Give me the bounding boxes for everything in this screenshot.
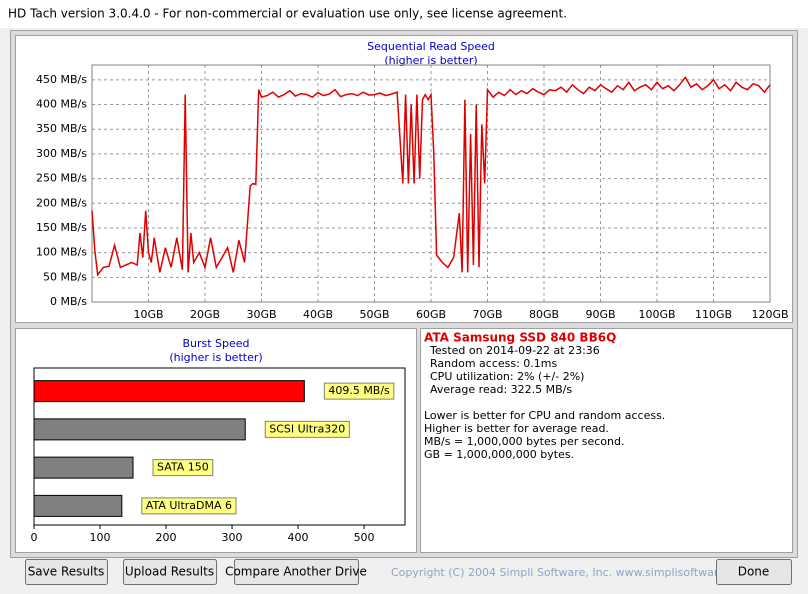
x-tick-label: 100 — [90, 531, 111, 544]
info-panel — [420, 328, 793, 553]
x-tick-label: 500 — [354, 531, 375, 544]
y-tick-label: 50 MB/s — [43, 270, 87, 283]
bar-label: SATA 150 — [157, 461, 209, 474]
bar-label: SCSI Ultra320 — [269, 422, 345, 435]
button-label[interactable]: Done — [738, 565, 770, 579]
y-tick-label: 300 MB/s — [36, 147, 87, 160]
x-tick-label: 80GB — [529, 308, 559, 321]
bar — [33, 494, 123, 517]
x-tick-label: 20GB — [190, 308, 220, 321]
bar — [33, 456, 134, 479]
y-tick-label: 450 MB/s — [36, 73, 87, 86]
chart-subtitle: (higher is better) — [384, 54, 477, 67]
bar-label: ATA UltraDMA 6 — [146, 499, 232, 512]
info-note: GB = 1,000,000,000 bytes. — [424, 448, 574, 461]
x-tick-label: 120GB — [751, 308, 788, 321]
info-detail: Random access: 0.1ms — [430, 357, 558, 370]
info-note: MB/s = 1,000,000 bytes per second. — [424, 435, 624, 448]
chart-title: Sequential Read Speed — [367, 40, 495, 53]
x-tick-label: 110GB — [695, 308, 732, 321]
button[interactable] — [123, 559, 217, 585]
y-tick-label: 100 MB/s — [36, 246, 87, 259]
button[interactable] — [25, 559, 108, 585]
button-label[interactable]: Save Results — [28, 565, 105, 579]
drive-name: ATA Samsung SSD 840 BB6Q — [424, 331, 616, 345]
bar — [33, 418, 246, 441]
y-tick-label: 0 MB/s — [50, 295, 87, 308]
bar-label-box — [323, 382, 395, 400]
x-tick-label: 70GB — [472, 308, 502, 321]
x-tick-label: 200 — [156, 531, 177, 544]
button-label[interactable]: Upload Results — [125, 565, 214, 579]
x-tick-label: 90GB — [585, 308, 615, 321]
title-bar — [0, 0, 808, 28]
window-title: HD Tach version 3.0.4.0 - For non-commer… — [8, 7, 567, 21]
x-tick-label: 10GB — [133, 308, 163, 321]
bar-label: 409.5 MB/s — [328, 384, 390, 397]
info-detail: Tested on 2014-09-22 at 23:36 — [429, 344, 600, 357]
bar-label-box — [152, 459, 214, 477]
x-tick-label: 400 — [288, 531, 309, 544]
speed-line — [91, 75, 771, 277]
chart-title: Burst Speed — [182, 337, 249, 350]
button[interactable] — [716, 559, 792, 585]
y-tick-label: 150 MB/s — [36, 221, 87, 234]
x-tick-label: 40GB — [303, 308, 333, 321]
info-note: Higher is better for average read. — [424, 422, 609, 435]
y-tick-label: 400 MB/s — [36, 98, 87, 111]
info-detail: Average read: 322.5 MB/s — [430, 383, 572, 396]
x-tick-label: 50GB — [359, 308, 389, 321]
y-tick-label: 200 MB/s — [36, 196, 87, 209]
y-tick-label: 250 MB/s — [36, 172, 87, 185]
bar — [33, 380, 305, 403]
bar-label-box — [141, 497, 237, 515]
bar-label-box — [264, 420, 350, 438]
x-tick-label: 100GB — [638, 308, 675, 321]
x-tick-label: 0 — [31, 531, 38, 544]
button[interactable] — [234, 559, 359, 585]
y-tick-label: 350 MB/s — [36, 122, 87, 135]
info-detail: CPU utilization: 2% (+/- 2%) — [430, 370, 584, 383]
plot-border — [33, 367, 406, 526]
plot-border — [91, 64, 771, 303]
info-note: Lower is better for CPU and random acces… — [424, 409, 665, 422]
x-tick-label: 30GB — [246, 308, 276, 321]
chart-subtitle: (higher is better) — [169, 351, 262, 364]
x-tick-label: 60GB — [416, 308, 446, 321]
x-tick-label: 300 — [222, 531, 243, 544]
button-label[interactable]: Compare Another Drive — [225, 565, 367, 579]
copyright: Copyright (C) 2004 Simpli Software, Inc.… — [391, 566, 752, 579]
